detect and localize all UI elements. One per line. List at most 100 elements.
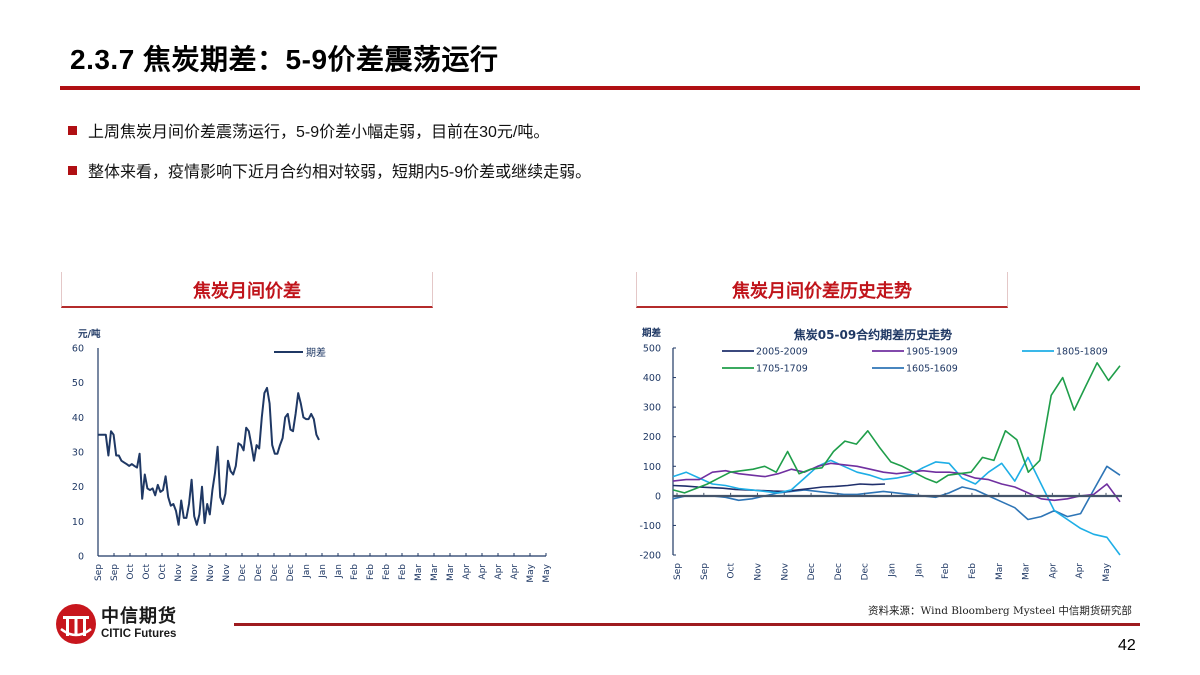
right-chart-title: 焦炭05-09合约期差历史走势 (793, 327, 952, 342)
x-tick-label: Mar (414, 564, 424, 581)
bullet-square-icon (68, 165, 77, 175)
right-panel-title: 焦炭月间价差历史走势 (636, 272, 1008, 308)
x-tick-label: May (542, 563, 552, 582)
series-line-1705-1709 (672, 361, 1121, 494)
x-tick-label: Feb (382, 564, 392, 580)
series-line-1805-1809 (672, 456, 1121, 556)
y-tick-label: 10 (72, 517, 84, 528)
citic-futures-logo: 中信期货 CITIC Futures (55, 603, 177, 645)
bullet-1: 上周焦炭月间价差震荡运行，5-9价差小幅走弱，目前在30元/吨。 (68, 118, 549, 142)
y-tick-label: 0 (655, 491, 661, 502)
x-tick-label: Nov (222, 563, 232, 581)
x-tick-label: Dec (254, 564, 264, 581)
y-tick-label: -100 (639, 521, 661, 532)
x-tick-label: Feb (968, 563, 978, 579)
x-tick-label: Jan (302, 564, 312, 579)
right-line-chart: 期差 焦炭05-09合约期差历史走势 -200 -100 0 100 200 300 400… (639, 327, 1122, 582)
y-tick-label: 100 (643, 462, 661, 473)
x-tick-label: Dec (270, 564, 280, 581)
x-tick-label: Jan (318, 564, 328, 579)
x-tick-label: Mar (446, 564, 456, 581)
x-tick-label: Mar (430, 564, 440, 581)
legend-label: 1905-1909 (906, 347, 958, 358)
x-tick-label: Nov (753, 562, 763, 580)
left-y-unit-label: 元/吨 (78, 328, 101, 340)
y-tick-label: 60 (72, 344, 84, 355)
right-y-axis-ticks: -200 -100 0 100 200 300 400 500 (639, 344, 676, 562)
bullet-text: 整体来看，疫情影响下近月合约相对较弱，短期内5-9价差或继续走弱。 (88, 164, 592, 181)
x-tick-label: Apr (510, 564, 520, 580)
legend-label: 1605-1609 (906, 364, 958, 375)
page-number: 42 (1118, 637, 1136, 654)
legend-label-qicha: 期差 (306, 346, 326, 359)
y-tick-label: 200 (643, 432, 661, 443)
bullet-text: 上周焦炭月间价差震荡运行，5-9价差小幅走弱，目前在30元/吨。 (88, 124, 550, 141)
logo-chinese-name: 中信期货 (101, 606, 177, 627)
legend-label: 2005-2009 (756, 347, 808, 358)
x-tick-label: Sep (110, 564, 120, 581)
y-tick-label: 500 (643, 344, 661, 355)
right-y-unit-label: 期差 (642, 327, 662, 339)
x-tick-label: Dec (861, 563, 871, 580)
x-tick-label: Feb (398, 564, 408, 580)
left-panel-title: 焦炭月间价差 (61, 272, 433, 308)
x-tick-label: Dec (286, 564, 296, 581)
series-line-2005-2009 (672, 483, 886, 493)
x-tick-label: Nov (190, 563, 200, 581)
x-tick-label: Jan (914, 563, 924, 578)
series-line-1905-1909 (672, 462, 1121, 503)
bullet-2: 整体来看，疫情影响下近月合约相对较弱，短期内5-9价差或继续走弱。 (68, 158, 591, 182)
x-tick-label: Mar (995, 563, 1005, 580)
citic-logo-icon (56, 604, 96, 644)
left-y-axis-ticks: 0 10 20 30 40 50 60 (72, 344, 84, 563)
x-tick-label: Apr (1048, 563, 1058, 579)
y-tick-label: 20 (72, 482, 84, 493)
x-tick-label: Oct (126, 564, 136, 580)
y-tick-label: 40 (72, 413, 84, 424)
x-tick-label: Jan (334, 564, 344, 579)
x-tick-label: Feb (366, 564, 376, 580)
y-tick-label: 300 (643, 403, 661, 414)
x-tick-label: Nov (780, 562, 790, 580)
y-tick-label: -200 (639, 551, 661, 562)
x-tick-label: Nov (206, 563, 216, 581)
x-tick-label: Nov (174, 563, 184, 581)
right-legend: 2005-2009 1905-1909 1805-1809 1705-1709 1605… (722, 347, 1108, 375)
x-tick-label: Feb (941, 563, 951, 579)
y-tick-label: 400 (643, 373, 661, 384)
title-divider (60, 86, 1140, 90)
left-line-chart: 元/吨 0 10 20 30 40 50 60 Sep Sep Oct Oct Oct Nov Nov N… (72, 328, 552, 583)
series-line-qicha (98, 386, 320, 526)
x-tick-label: Jan (888, 563, 898, 578)
logo-english-name: CITIC Futures (101, 628, 177, 640)
x-tick-label: Apr (494, 564, 504, 580)
x-tick-label: Apr (1075, 563, 1085, 579)
bullet-square-icon (68, 125, 77, 135)
y-tick-label: 30 (72, 448, 84, 459)
legend-label: 1805-1809 (1056, 347, 1108, 358)
x-tick-label: Apr (462, 564, 472, 580)
x-tick-label: Sep (673, 563, 683, 580)
footer-divider (234, 623, 1140, 626)
x-tick-label: Feb (350, 564, 360, 580)
y-tick-label: 50 (72, 378, 84, 389)
right-x-axis-ticks: Sep Sep Oct Nov Nov Dec Dec Dec Jan Jan Feb Feb Mar M… (673, 492, 1112, 582)
x-tick-label: Oct (142, 564, 152, 580)
y-tick-label: 0 (78, 552, 84, 563)
x-tick-label: Sep (700, 563, 710, 580)
right-series-lines (672, 361, 1121, 556)
x-tick-label: Dec (238, 564, 248, 581)
x-tick-label: Dec (834, 563, 844, 580)
x-tick-label: May (526, 563, 536, 582)
left-x-axis-ticks: Sep Sep Oct Oct Oct Nov Nov Nov Nov Dec Dec Dec Dec J… (94, 553, 552, 583)
x-tick-label: Dec (807, 563, 817, 580)
legend-label: 1705-1709 (756, 364, 808, 375)
x-tick-label: Sep (94, 564, 104, 581)
x-tick-label: Oct (158, 564, 168, 580)
x-tick-label: Oct (727, 563, 737, 579)
x-tick-label: May (1102, 562, 1112, 581)
page-title: 2.3.7 焦炭期差：5-9价差震荡运行 (70, 44, 499, 75)
x-tick-label: Apr (478, 564, 488, 580)
x-tick-label: Mar (1022, 563, 1032, 580)
series-line-1605-1609 (672, 465, 1121, 521)
